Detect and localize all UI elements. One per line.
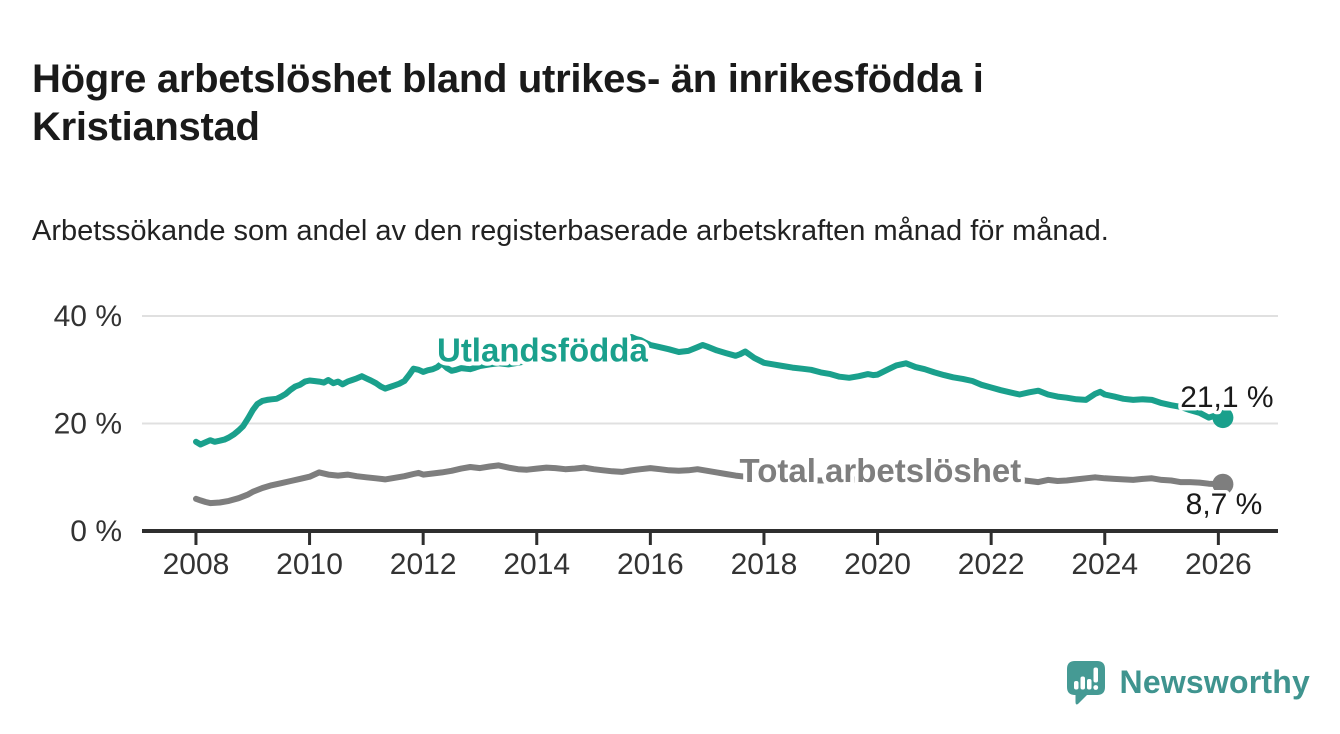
x-axis-tick-label: 2024 bbox=[1071, 548, 1138, 581]
x-axis-tick-label: 2018 bbox=[731, 548, 798, 581]
x-axis-tick-label: 2010 bbox=[276, 548, 343, 581]
y-axis-tick-label: 40 % bbox=[54, 300, 122, 333]
speech-bubble-shape bbox=[1066, 661, 1105, 705]
page-subtitle: Arbetssökande som andel av den registerb… bbox=[32, 215, 1109, 247]
series-end-dot-total bbox=[1212, 473, 1234, 495]
newsworthy-logo: Newsworthy bbox=[1064, 658, 1310, 706]
x-axis-tick-label: 2016 bbox=[617, 548, 684, 581]
series-line-utlandsfodda bbox=[193, 334, 1226, 448]
x-axis-tick-label: 2014 bbox=[503, 548, 570, 581]
page-title: Högre arbetslöshet bland utrikes- än inr… bbox=[32, 56, 984, 149]
series-line-total bbox=[193, 462, 1226, 507]
x-axis-tick-label: 2020 bbox=[844, 548, 911, 581]
newsworthy-wordmark: Newsworthy bbox=[1119, 663, 1310, 700]
x-axis-tick-label: 2022 bbox=[958, 548, 1025, 581]
x-axis-tick-label: 2012 bbox=[390, 548, 457, 581]
x-axis-tick-label: 2008 bbox=[163, 548, 230, 581]
series-label-total: Total arbetslöshet bbox=[740, 452, 1022, 489]
y-axis-tick-label: 0 % bbox=[70, 515, 122, 548]
y-axis-tick-label: 20 % bbox=[54, 408, 122, 441]
x-axis-tick-label: 2026 bbox=[1185, 548, 1252, 581]
newsworthy-speech-bubble-bar-chart-icon bbox=[1064, 658, 1108, 706]
end-value-label-utlandsfodda: 21,1 % bbox=[1180, 381, 1273, 414]
end-value-label-total: 8,7 % bbox=[1186, 488, 1263, 521]
series-label-utlandsfodda: Utlandsfödda bbox=[437, 331, 648, 368]
series-end-dot-utlandsfodda bbox=[1212, 407, 1234, 429]
